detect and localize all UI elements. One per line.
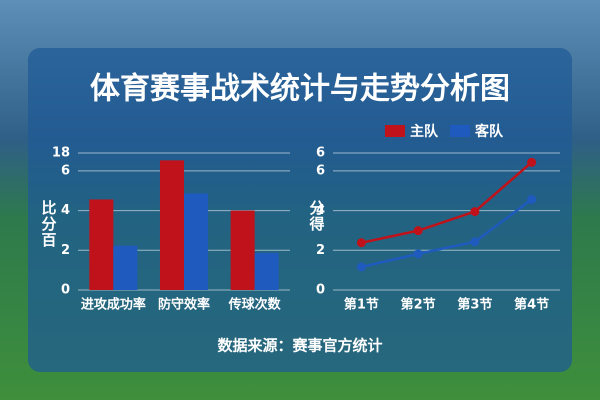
y-tick-label: 6	[316, 146, 325, 161]
point	[356, 238, 366, 248]
legend-swatch	[450, 125, 470, 137]
y-tick-label: 0	[61, 283, 70, 298]
bar	[230, 210, 255, 290]
x-tick-label: 防守效率	[158, 297, 210, 313]
line	[361, 198, 533, 269]
x-tick-label: 传球次数	[228, 297, 282, 313]
panel	[28, 48, 572, 372]
y-tick-label: 4	[316, 203, 325, 218]
point	[413, 249, 423, 259]
point	[470, 207, 480, 217]
point	[527, 194, 537, 204]
source: 数据来源：赛事官方统计	[217, 337, 382, 355]
point	[413, 226, 423, 236]
line	[361, 161, 533, 244]
legend-label: 主队	[410, 123, 439, 140]
title: 体育赛事战术统计与走势分析图	[90, 72, 510, 107]
y-axis-label: 比分百	[40, 199, 58, 248]
x-tick-label: 第4节	[514, 297, 549, 313]
y-tick-label: 18	[52, 146, 70, 161]
legend-label: 客队	[474, 123, 504, 140]
y-axis-label: 分得	[308, 200, 326, 232]
legend-swatch	[385, 125, 405, 137]
y-tick-label: 6	[316, 163, 325, 178]
y-tick-label: 2	[61, 243, 70, 258]
y-tick-label: 0	[316, 283, 325, 298]
bar	[89, 199, 114, 290]
bar	[159, 160, 184, 290]
x-tick-label: 第2节	[401, 297, 436, 313]
point	[527, 157, 537, 167]
x-tick-label: 第1节	[344, 297, 379, 313]
y-tick-label: 2	[316, 243, 325, 258]
point	[356, 262, 366, 272]
x-tick-label: 进攻成功率	[81, 297, 146, 313]
y-tick-label: 6	[61, 163, 70, 178]
bar	[184, 193, 209, 290]
bar	[254, 252, 279, 290]
x-tick-label: 第3节	[457, 297, 492, 313]
y-tick-label: 4	[61, 203, 70, 218]
bar	[113, 245, 138, 290]
point	[470, 237, 480, 247]
